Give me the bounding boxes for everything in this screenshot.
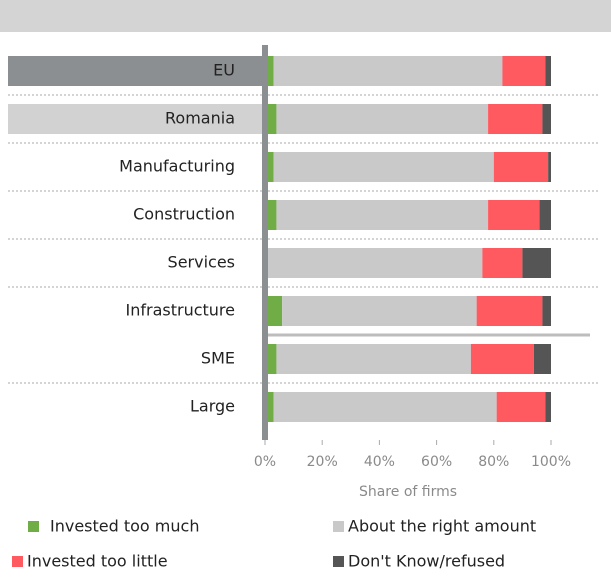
y-axis (262, 45, 268, 440)
bar-segment (265, 296, 283, 326)
bar-segment (276, 344, 471, 374)
bar-segment (482, 248, 523, 278)
bar-segment (265, 344, 277, 374)
x-tick-label: 80% (478, 454, 509, 470)
legend-swatch (12, 556, 23, 567)
bar-segment (265, 392, 274, 422)
bar-segment (265, 56, 274, 86)
bar-segment (545, 56, 551, 86)
category-label: Services (168, 253, 235, 272)
x-axis-title: Share of firms (359, 484, 457, 500)
category-label: EU (213, 61, 235, 80)
bar-segment (265, 200, 277, 230)
category-label: Romania (165, 109, 235, 128)
bar-segment (273, 56, 503, 86)
row-highlight (8, 104, 266, 134)
legend-swatch (333, 521, 344, 532)
legend-label: Don't Know/refused (348, 552, 505, 571)
x-tick-label: 40% (364, 454, 395, 470)
bar-segment (488, 200, 540, 230)
bar-segment (488, 104, 543, 134)
bar-segment (265, 248, 483, 278)
bar-segment (265, 152, 274, 182)
category-label: Large (190, 397, 235, 416)
x-tick-label: 100% (531, 454, 571, 470)
bar-segment (273, 152, 494, 182)
bar-segment (533, 344, 551, 374)
x-tick-label: 0% (254, 454, 276, 470)
bar-segment (276, 200, 489, 230)
legend-label: Invested too much (50, 517, 199, 536)
bar-segment (502, 56, 546, 86)
bar-segment (493, 152, 549, 182)
bar-segment (545, 392, 551, 422)
category-label: Construction (133, 205, 235, 224)
category-label: Infrastructure (126, 301, 235, 320)
bar-segment (542, 104, 551, 134)
bar-segment (542, 296, 551, 326)
category-label: Manufacturing (119, 157, 235, 176)
x-tick-label: 60% (421, 454, 452, 470)
x-tick-label: 20% (307, 454, 338, 470)
bar-segment (548, 152, 551, 182)
legend-label: Invested too little (27, 552, 168, 571)
bar-segment (470, 344, 534, 374)
bar-segment (282, 296, 477, 326)
bar-segment (539, 200, 551, 230)
row-highlight (8, 56, 266, 86)
bar-segment (276, 104, 489, 134)
bar-segment (273, 392, 497, 422)
legend-label: About the right amount (348, 517, 536, 536)
legend-swatch (28, 521, 39, 532)
bar-segment (476, 296, 543, 326)
legend-swatch (333, 556, 344, 567)
bar-segment (522, 248, 551, 278)
header-band (0, 0, 611, 32)
bar-segment (496, 392, 546, 422)
category-label: SME (201, 349, 235, 368)
bar-segment (265, 104, 277, 134)
